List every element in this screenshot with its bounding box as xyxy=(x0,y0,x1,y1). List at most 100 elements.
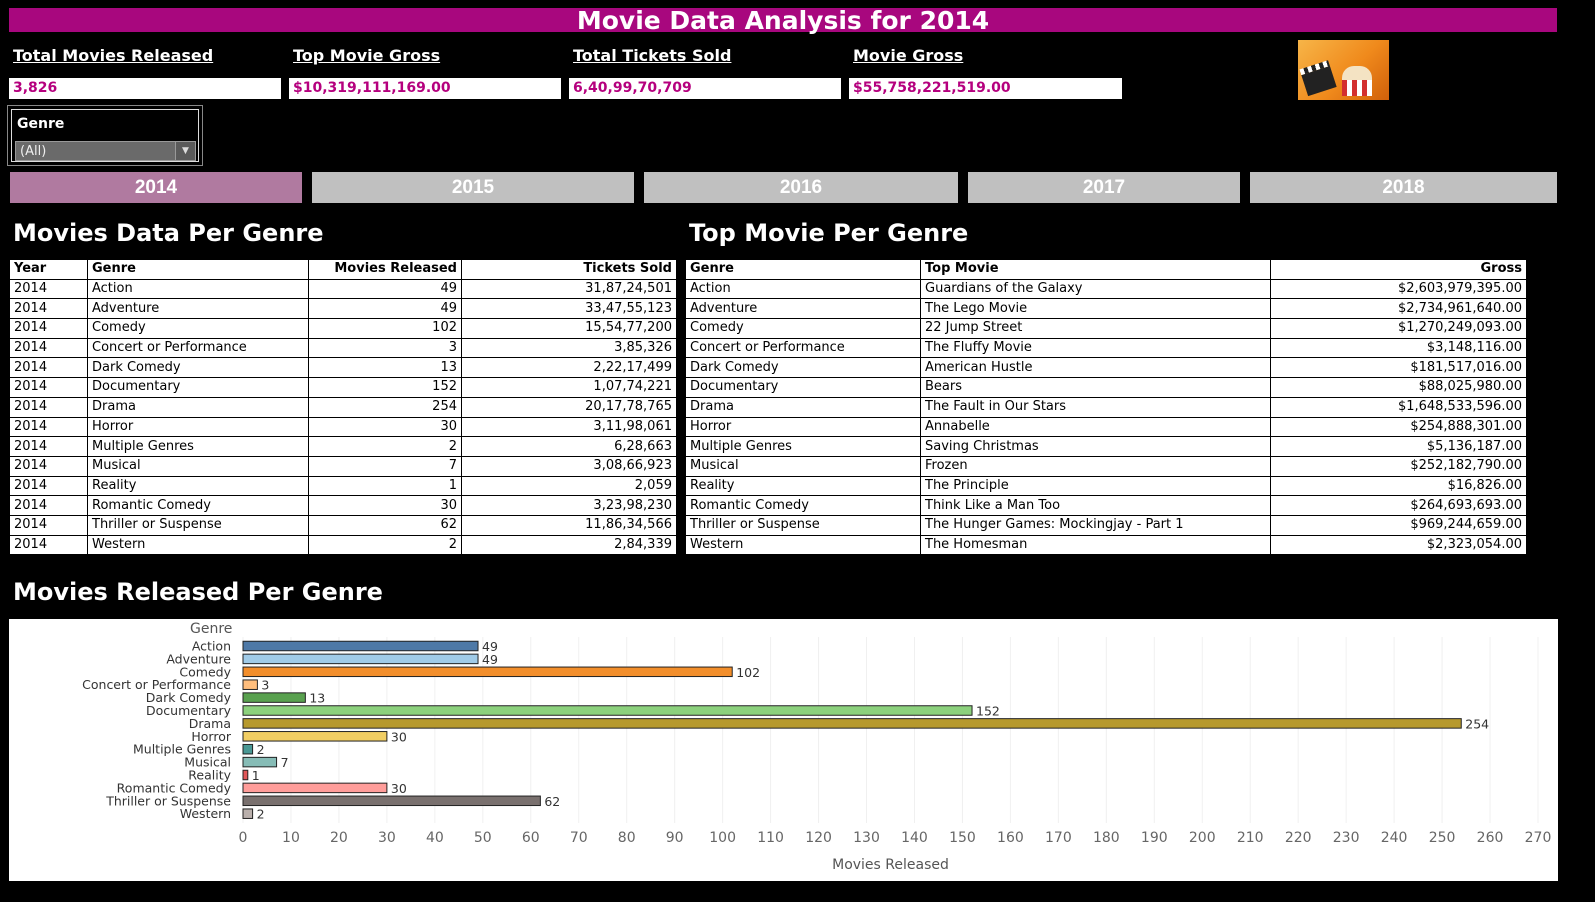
table-row[interactable]: 2014 Musical 7 3,08,66,923 xyxy=(9,455,677,477)
cell-genre: Action xyxy=(87,278,309,300)
cell-year: 2014 xyxy=(9,337,88,359)
tab-2014[interactable]: 2014 xyxy=(10,172,302,203)
table-row[interactable]: Adventure The Lego Movie $2,734,961,640.00 xyxy=(685,298,1527,320)
bar[interactable] xyxy=(242,769,249,781)
table-row[interactable]: 2014 Multiple Genres 2 6,28,663 xyxy=(9,436,677,457)
x-tick-label: 160 xyxy=(997,830,1024,846)
tab-2018[interactable]: 2018 xyxy=(1250,172,1557,203)
cell-year: 2014 xyxy=(9,377,88,398)
table-row[interactable]: 2014 Reality 1 2,059 xyxy=(9,475,677,497)
cell-top-movie: The Homesman xyxy=(920,534,1271,556)
table-row[interactable]: Drama The Fault in Our Stars $1,648,533,59… xyxy=(685,396,1527,418)
total-movies-value: 3,826 xyxy=(9,78,281,99)
table-row[interactable]: 2014 Horror 30 3,11,98,061 xyxy=(9,416,677,438)
column-header-gross[interactable]: Gross xyxy=(1270,259,1527,280)
column-header-movies-released[interactable]: Movies Released xyxy=(308,259,462,280)
cell-top-movie: Bears xyxy=(920,377,1271,398)
tab-2015[interactable]: 2015 xyxy=(312,172,634,203)
cell-genre: Romantic Comedy xyxy=(685,495,921,516)
cell-movies-released: 1 xyxy=(308,475,462,497)
bar[interactable] xyxy=(242,731,388,742)
table-row[interactable]: Comedy 22 Jump Street $1,270,249,093.00 xyxy=(685,318,1527,339)
column-header-year[interactable]: Year xyxy=(9,259,88,280)
cell-tickets-sold: 6,28,663 xyxy=(461,436,677,457)
table-row[interactable]: 2014 Adventure 49 33,47,55,123 xyxy=(9,298,677,320)
x-tick-label: 110 xyxy=(757,830,784,846)
cell-year: 2014 xyxy=(9,534,88,556)
bar[interactable] xyxy=(242,782,388,794)
cell-top-movie: The Lego Movie xyxy=(920,298,1271,320)
cell-movies-released: 13 xyxy=(308,357,462,379)
clapperboard-icon xyxy=(1301,65,1337,97)
cell-genre: Reality xyxy=(685,475,921,497)
cell-tickets-sold: 2,22,17,499 xyxy=(461,357,677,379)
cell-movies-released: 30 xyxy=(308,495,462,516)
bar[interactable] xyxy=(242,705,973,716)
table-row[interactable]: Thriller or Suspense The Hunger Games: Mo… xyxy=(685,514,1527,536)
table-row[interactable]: 2014 Comedy 102 15,54,77,200 xyxy=(9,318,677,339)
x-tick-label: 210 xyxy=(1237,830,1264,846)
cell-genre: Documentary xyxy=(685,377,921,398)
table-row[interactable]: Musical Frozen $252,182,790.00 xyxy=(685,455,1527,477)
bar[interactable] xyxy=(242,756,278,768)
cell-tickets-sold: 1,07,74,221 xyxy=(461,377,677,398)
table-row[interactable]: 2014 Concert or Performance 3 3,85,326 xyxy=(9,337,677,359)
bar[interactable] xyxy=(242,653,479,665)
chevron-down-icon[interactable]: ▼ xyxy=(175,142,195,160)
table-row[interactable]: 2014 Romantic Comedy 30 3,23,98,230 xyxy=(9,495,677,516)
table-row[interactable]: 2014 Action 49 31,87,24,501 xyxy=(9,278,677,300)
category-label: Multiple Genres xyxy=(133,742,231,757)
bar[interactable] xyxy=(242,743,254,755)
bar[interactable] xyxy=(242,808,254,819)
table-row[interactable]: 2014 Western 2 2,84,339 xyxy=(9,534,677,556)
cell-genre: Comedy xyxy=(87,318,309,339)
table-row[interactable]: Multiple Genres Saving Christmas $5,136,18… xyxy=(685,436,1527,457)
table-row[interactable]: Action Guardians of the Galaxy $2,603,979,… xyxy=(685,278,1527,300)
bar[interactable] xyxy=(242,718,1462,729)
table-row[interactable]: Western The Homesman $2,323,054.00 xyxy=(685,534,1527,556)
cell-top-movie: The Hunger Games: Mockingjay - Part 1 xyxy=(920,514,1271,536)
bar[interactable] xyxy=(242,795,541,807)
table-row[interactable]: 2014 Documentary 152 1,07,74,221 xyxy=(9,377,677,398)
table-row[interactable]: Romantic Comedy Think Like a Man Too $264,… xyxy=(685,495,1527,516)
cell-genre: Adventure xyxy=(87,298,309,320)
table-row[interactable]: Reality The Principle $16,826.00 xyxy=(685,475,1527,497)
genre-filter: Genre (All) ▼ xyxy=(7,105,203,166)
cell-movies-released: 7 xyxy=(308,455,462,477)
cell-movies-released: 30 xyxy=(308,416,462,438)
cell-top-movie: The Fluffy Movie xyxy=(920,337,1271,359)
tab-2017[interactable]: 2017 xyxy=(968,172,1240,203)
table-row[interactable]: 2014 Dark Comedy 13 2,22,17,499 xyxy=(9,357,677,379)
table-row[interactable]: Horror Annabelle $254,888,301.00 xyxy=(685,416,1527,438)
x-tick-label: 190 xyxy=(1141,830,1168,846)
column-header-tickets-sold[interactable]: Tickets Sold xyxy=(461,259,677,280)
bar[interactable] xyxy=(242,666,733,678)
table-row[interactable]: Dark Comedy American Hustle $181,517,016.0… xyxy=(685,357,1527,379)
bar[interactable] xyxy=(242,692,306,703)
x-tick-label: 80 xyxy=(618,830,636,846)
bar[interactable] xyxy=(242,640,479,652)
column-header-genre[interactable]: Genre xyxy=(685,259,921,280)
chart-section-title: Movies Released Per Genre xyxy=(13,578,383,606)
column-header-genre[interactable]: Genre xyxy=(87,259,309,280)
x-tick-label: 250 xyxy=(1429,830,1456,846)
category-label: Horror xyxy=(191,729,231,744)
tab-2016[interactable]: 2016 xyxy=(644,172,958,203)
data-label: 3 xyxy=(261,678,269,693)
cell-genre: Reality xyxy=(87,475,309,497)
bar[interactable] xyxy=(242,679,258,690)
table-row[interactable]: 2014 Thriller or Suspense 62 11,86,34,566 xyxy=(9,514,677,536)
x-tick-label: 70 xyxy=(570,830,588,846)
cell-top-movie: Saving Christmas xyxy=(920,436,1271,457)
cell-movies-released: 49 xyxy=(308,278,462,300)
x-axis-title: Movies Released xyxy=(832,857,949,873)
x-tick-label: 30 xyxy=(378,830,396,846)
table-row[interactable]: 2014 Drama 254 20,17,78,765 xyxy=(9,396,677,418)
cell-genre: Romantic Comedy xyxy=(87,495,309,516)
table-row[interactable]: Concert or Performance The Fluffy Movie $3… xyxy=(685,337,1527,359)
table-row[interactable]: Documentary Bears $88,025,980.00 xyxy=(685,377,1527,398)
cell-genre: Western xyxy=(87,534,309,556)
category-label: Western xyxy=(180,806,231,821)
genre-select[interactable]: (All) ▼ xyxy=(15,141,196,161)
column-header-top-movie[interactable]: Top Movie xyxy=(920,259,1271,280)
